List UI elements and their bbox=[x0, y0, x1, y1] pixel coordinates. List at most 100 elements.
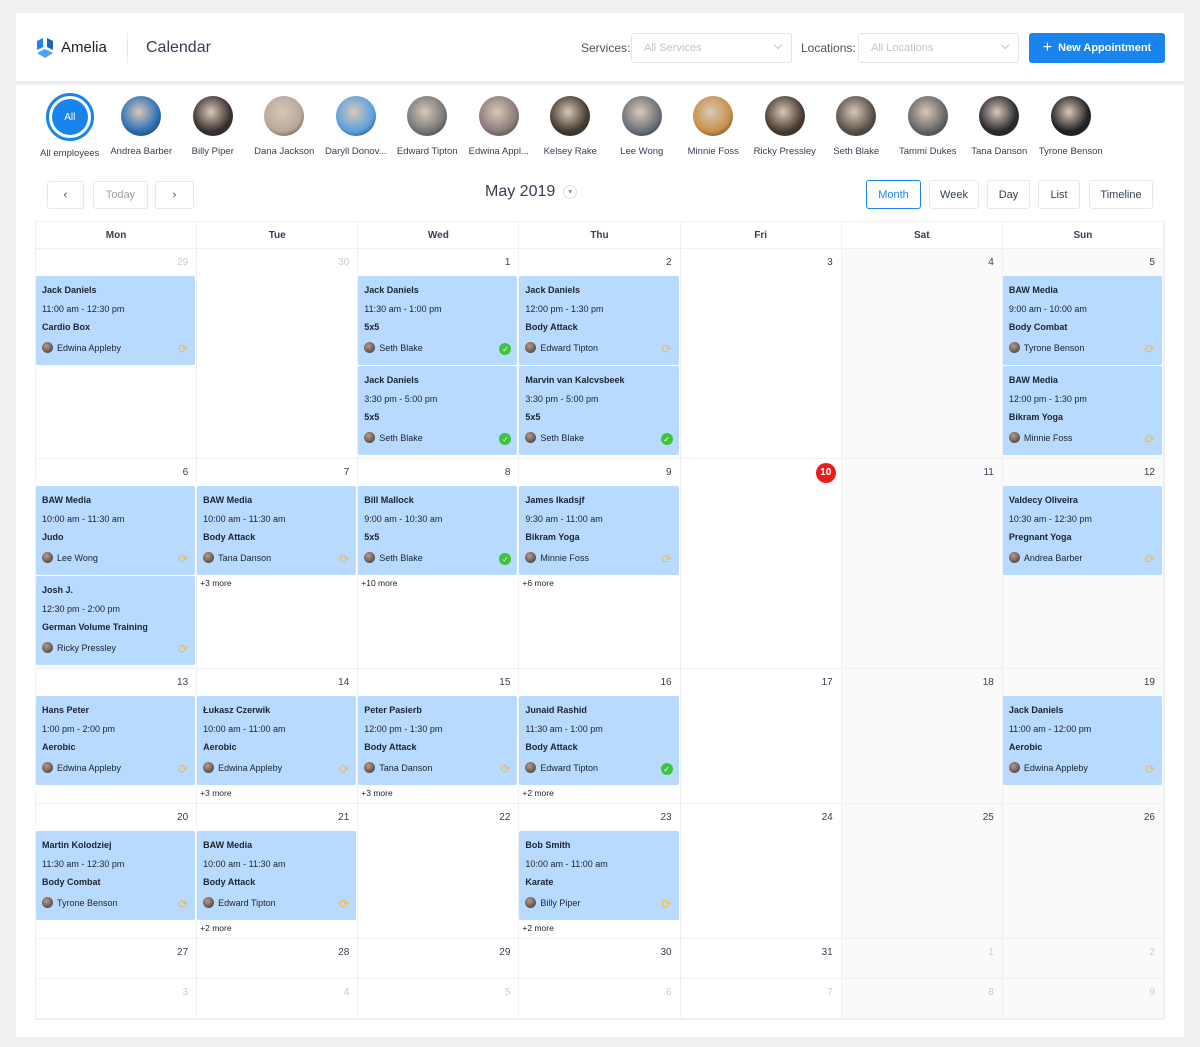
view-list-button[interactable]: List bbox=[1038, 180, 1080, 209]
today-button[interactable]: Today bbox=[93, 181, 148, 209]
employee-item[interactable]: Billy Piper bbox=[177, 93, 249, 159]
day-cell[interactable]: 8 Bill Mallock 9:00 am - 10:30 am 5x5 Seth B… bbox=[358, 459, 520, 668]
employee-item[interactable]: Ricky Pressley bbox=[749, 93, 821, 159]
appointment-card[interactable]: BAW Media 12:00 pm - 1:30 pm Bikram Yoga Mi… bbox=[1002, 366, 1162, 455]
appointment-card[interactable]: Jack Daniels 11:00 am - 12:00 pm Aerobic Ed… bbox=[1002, 696, 1162, 785]
month-title[interactable]: May 2019 ▼ bbox=[485, 183, 578, 201]
day-cell[interactable]: 6 BAW Media 10:00 am - 11:30 am Judo Lee Won… bbox=[36, 459, 198, 668]
prev-month-button[interactable]: ‹ bbox=[47, 181, 84, 209]
next-month-button[interactable]: › bbox=[155, 181, 194, 209]
appointment-card[interactable]: Bob Smith 10:00 am - 11:00 am Karate Billy … bbox=[519, 831, 679, 920]
appointment-card[interactable]: Peter Pasierb 12:00 pm - 1:30 pm Body Atta… bbox=[358, 696, 518, 785]
more-appointments-link[interactable]: +3 more bbox=[200, 788, 232, 798]
appointment-card[interactable]: Łukasz Czerwik 10:00 am - 11:00 am Aerobic… bbox=[197, 696, 357, 785]
employee-item[interactable]: Daryll Donov... bbox=[320, 93, 392, 159]
appointment-card[interactable]: Jack Daniels 11:00 am - 12:30 pm Cardio Bo… bbox=[36, 276, 196, 365]
employee-item[interactable]: Minnie Foss bbox=[678, 93, 750, 159]
day-cell[interactable]: 4 bbox=[841, 249, 1003, 458]
day-cell[interactable]: 5 BAW Media 9:00 am - 10:00 am Body Combat T… bbox=[1002, 249, 1164, 458]
more-appointments-link[interactable]: +3 more bbox=[361, 788, 393, 798]
day-cell[interactable]: 1 Jack Daniels 11:30 am - 1:00 pm 5x5 Seth B… bbox=[358, 249, 520, 458]
locations-select[interactable]: All Locations bbox=[858, 33, 1019, 63]
day-cell[interactable]: 21 BAW Media 10:00 am - 11:30 am Body Attac… bbox=[197, 804, 359, 938]
appointment-card[interactable]: Marvin van Kalcvsbeek 3:30 pm - 5:00 pm 5x… bbox=[519, 366, 679, 455]
day-cell[interactable]: 12 Valdecy Oliveira 10:30 am - 12:30 pm Pre… bbox=[1002, 459, 1164, 668]
employee-item[interactable]: Edward Tipton bbox=[392, 93, 464, 159]
employee-item[interactable]: Kelsey Rake bbox=[535, 93, 607, 159]
day-cell[interactable]: 3 bbox=[36, 979, 198, 1018]
day-cell[interactable]: 10 bbox=[681, 459, 842, 668]
view-timeline-button[interactable]: Timeline bbox=[1089, 180, 1153, 209]
employee-all[interactable]: All All employees bbox=[34, 93, 106, 159]
employee-item[interactable]: Lee Wong bbox=[606, 93, 678, 159]
view-week-button[interactable]: Week bbox=[929, 180, 979, 209]
day-cell[interactable]: 3 bbox=[681, 249, 842, 458]
day-cell[interactable]: 4 bbox=[197, 979, 359, 1018]
day-cell[interactable]: 30 bbox=[197, 249, 359, 458]
day-cell[interactable]: 5 bbox=[358, 979, 520, 1018]
day-cell[interactable]: 16 Junaid Rashid 11:30 am - 1:00 pm Body At… bbox=[519, 669, 681, 803]
appointment-card[interactable]: Jack Daniels 11:30 am - 1:00 pm 5x5 Seth Bl… bbox=[358, 276, 518, 365]
day-cell[interactable]: 11 bbox=[841, 459, 1003, 668]
more-appointments-link[interactable]: +2 more bbox=[200, 923, 232, 933]
day-cell[interactable]: 31 bbox=[681, 939, 842, 978]
more-appointments-link[interactable]: +10 more bbox=[361, 578, 398, 588]
day-cell[interactable]: 30 bbox=[519, 939, 681, 978]
employee-item[interactable]: Dana Jackson bbox=[249, 93, 321, 159]
day-cell[interactable]: 13 Hans Peter 1:00 pm - 2:00 pm Aerobic Edwi… bbox=[36, 669, 198, 803]
day-cell[interactable]: 1 bbox=[841, 939, 1003, 978]
employee-item[interactable]: Tyrone Benson bbox=[1035, 93, 1107, 159]
day-cell[interactable]: 9 James Ikadsjf 9:30 am - 11:00 am Bikram Y… bbox=[519, 459, 681, 668]
appointment-card[interactable]: Jack Daniels 12:00 pm - 1:30 pm Body Attac… bbox=[519, 276, 679, 365]
appointment-card[interactable]: Valdecy Oliveira 10:30 am - 12:30 pm Pregn… bbox=[1002, 486, 1162, 575]
day-cell[interactable]: 20 Martin Kolodziej 11:30 am - 12:30 pm Bod… bbox=[36, 804, 198, 938]
appointment-card[interactable]: Josh J. 12:30 pm - 2:00 pm German Volume T… bbox=[36, 576, 196, 665]
day-cell[interactable]: 7 bbox=[681, 979, 842, 1018]
day-cell[interactable]: 24 bbox=[681, 804, 842, 938]
day-cell[interactable]: 8 bbox=[841, 979, 1003, 1018]
day-cell[interactable]: 29 bbox=[358, 939, 520, 978]
appointment-employee: Tana Danson bbox=[203, 552, 350, 563]
day-cell[interactable]: 2 bbox=[1002, 939, 1164, 978]
appointment-card[interactable]: Martin Kolodziej 11:30 am - 12:30 pm Body … bbox=[36, 831, 196, 920]
more-appointments-link[interactable]: +2 more bbox=[522, 788, 554, 798]
caret-down-icon[interactable]: ▼ bbox=[563, 185, 578, 199]
more-appointments-link[interactable]: +3 more bbox=[200, 578, 232, 588]
employee-item[interactable]: Andrea Barber bbox=[106, 93, 178, 159]
more-appointments-link[interactable]: +6 more bbox=[522, 578, 554, 588]
day-cell[interactable]: 6 bbox=[519, 979, 681, 1018]
appointment-card[interactable]: Bill Mallock 9:00 am - 10:30 am 5x5 Seth Bl… bbox=[358, 486, 518, 575]
day-cell[interactable]: 22 bbox=[358, 804, 520, 938]
day-cell[interactable]: 2 Jack Daniels 12:00 pm - 1:30 pm Body Atta… bbox=[519, 249, 681, 458]
day-cell[interactable]: 7 BAW Media 10:00 am - 11:30 am Body Attack… bbox=[197, 459, 359, 668]
day-cell[interactable]: 26 bbox=[1002, 804, 1164, 938]
more-appointments-link[interactable]: +2 more bbox=[522, 923, 554, 933]
employee-item[interactable]: Tammi Dukes bbox=[892, 93, 964, 159]
appointment-card[interactable]: Jack Daniels 3:30 pm - 5:00 pm 5x5 Seth Bla… bbox=[358, 366, 518, 455]
appointment-card[interactable]: BAW Media 10:00 am - 11:30 am Judo Lee Wong… bbox=[36, 486, 196, 575]
appointment-card[interactable]: James Ikadsjf 9:30 am - 11:00 am Bikram Yo… bbox=[519, 486, 679, 575]
employee-item[interactable]: Seth Blake bbox=[821, 93, 893, 159]
day-cell[interactable]: 23 Bob Smith 10:00 am - 11:00 am Karate Bill… bbox=[519, 804, 681, 938]
day-cell[interactable]: 29 Jack Daniels 11:00 am - 12:30 pm Cardio … bbox=[36, 249, 198, 458]
appointment-card[interactable]: BAW Media 10:00 am - 11:30 am Body Attack T… bbox=[197, 486, 357, 575]
employee-item[interactable]: Edwina Appl... bbox=[463, 93, 535, 159]
appointment-card[interactable]: Hans Peter 1:00 pm - 2:00 pm Aerobic Edwina… bbox=[36, 696, 196, 785]
view-day-button[interactable]: Day bbox=[987, 180, 1030, 209]
day-cell[interactable]: 19 Jack Daniels 11:00 am - 12:00 pm Aerobic… bbox=[1002, 669, 1164, 803]
day-cell[interactable]: 27 bbox=[36, 939, 198, 978]
view-month-button[interactable]: Month bbox=[866, 180, 921, 209]
appointment-card[interactable]: BAW Media 10:00 am - 11:30 am Body Attack E… bbox=[197, 831, 357, 920]
day-cell[interactable]: 25 bbox=[841, 804, 1003, 938]
employee-item[interactable]: Tana Danson bbox=[964, 93, 1036, 159]
new-appointment-button[interactable]: + New Appointment bbox=[1029, 33, 1165, 63]
day-cell[interactable]: 28 bbox=[197, 939, 359, 978]
day-cell[interactable]: 9 bbox=[1002, 979, 1164, 1018]
day-cell[interactable]: 17 bbox=[681, 669, 842, 803]
appointment-card[interactable]: Junaid Rashid 11:30 am - 1:00 pm Body Atta… bbox=[519, 696, 679, 785]
services-select[interactable]: All Services bbox=[631, 33, 792, 63]
appointment-card[interactable]: BAW Media 9:00 am - 10:00 am Body Combat Ty… bbox=[1002, 276, 1162, 365]
day-cell[interactable]: 18 bbox=[841, 669, 1003, 803]
day-cell[interactable]: 15 Peter Pasierb 12:00 pm - 1:30 pm Body At… bbox=[358, 669, 520, 803]
day-cell[interactable]: 14 Łukasz Czerwik 10:00 am - 11:00 am Aerob… bbox=[197, 669, 359, 803]
